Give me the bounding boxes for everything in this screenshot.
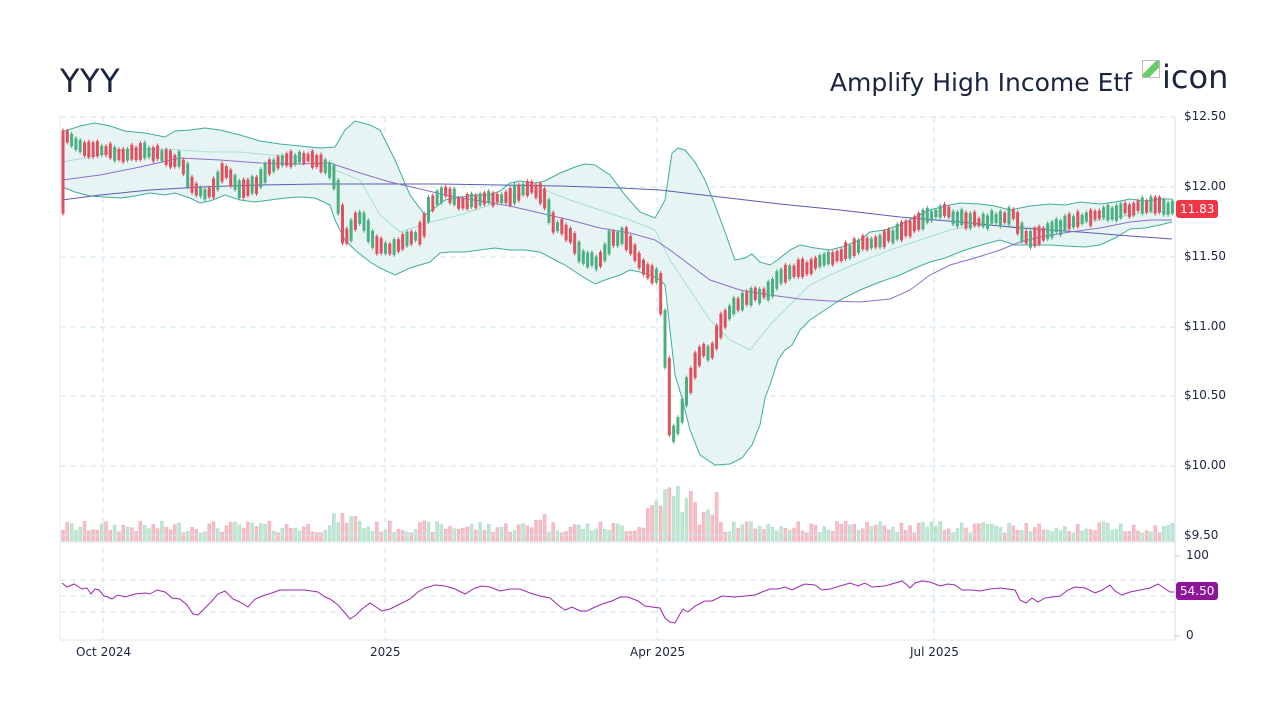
price-tick-12-00: $12.00 <box>1184 179 1226 193</box>
rsi-tick-0: 0 <box>1186 628 1194 642</box>
price-tick-11-50: $11.50 <box>1184 249 1226 263</box>
fund-name: Amplify High Income Etf <box>829 68 1132 97</box>
fund-logo: icon <box>1142 58 1228 96</box>
ticker-symbol: YYY <box>60 62 121 100</box>
price-tick-10-00: $10.00 <box>1184 458 1226 472</box>
broken-image-icon <box>1142 60 1160 78</box>
bollinger-upper <box>61 120 1172 266</box>
rsi-line <box>61 580 1174 624</box>
time-tick-2025: 2025 <box>370 645 401 659</box>
rsi-tick-100: 100 <box>1186 548 1209 562</box>
logo-alt-text: icon <box>1162 58 1229 96</box>
price-tick-10-50: $10.50 <box>1184 388 1226 402</box>
mid-moving-average <box>61 157 1172 303</box>
candlesticks <box>61 128 1174 444</box>
last-price-badge: 11.83 <box>1176 200 1219 218</box>
volume-bars <box>61 486 1175 542</box>
price-tick-12-50: $12.50 <box>1184 109 1226 123</box>
price-tick-9-50: $9.50 <box>1184 528 1219 542</box>
time-tick-oct-2024: Oct 2024 <box>76 645 132 659</box>
time-tick-apr-2025: Apr 2025 <box>630 645 686 659</box>
bollinger-lower <box>61 186 1173 466</box>
price-tick-11-00: $11.00 <box>1184 319 1226 333</box>
rsi-value-badge: 54.50 <box>1176 582 1219 600</box>
time-tick-jul-2025: Jul 2025 <box>910 645 959 659</box>
bollinger-band <box>62 121 1172 465</box>
